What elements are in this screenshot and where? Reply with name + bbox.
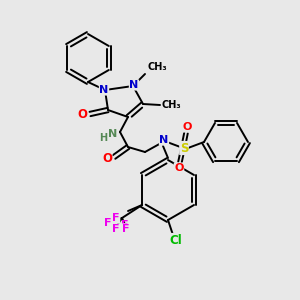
Text: F: F: [112, 224, 120, 234]
Text: O: O: [102, 152, 112, 166]
Text: F: F: [103, 220, 111, 230]
Text: N: N: [99, 85, 109, 95]
Text: N: N: [129, 80, 139, 90]
Text: F: F: [121, 220, 129, 230]
Text: F: F: [122, 224, 130, 234]
Text: Cl: Cl: [169, 233, 182, 247]
Text: S: S: [180, 142, 188, 154]
Text: F: F: [104, 218, 112, 228]
Text: CH₃: CH₃: [162, 100, 182, 110]
Text: O: O: [174, 163, 184, 173]
Text: N: N: [159, 135, 169, 145]
Text: N: N: [108, 129, 118, 139]
Text: CH₃: CH₃: [147, 62, 167, 72]
Text: H: H: [99, 133, 107, 143]
Text: O: O: [77, 107, 87, 121]
Text: O: O: [182, 122, 192, 132]
Text: F: F: [112, 213, 120, 223]
